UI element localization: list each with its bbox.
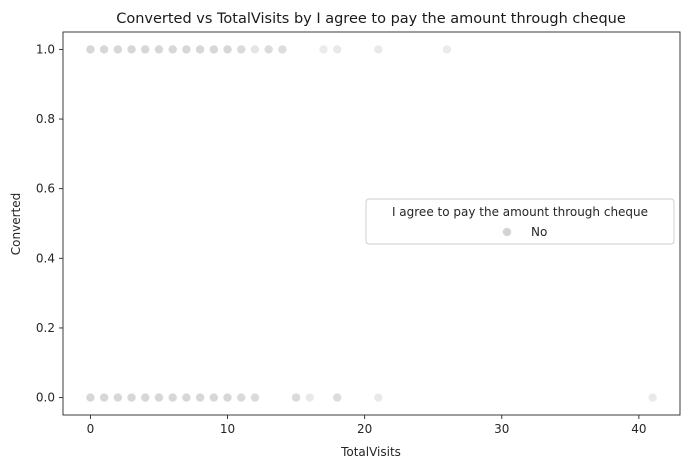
data-point (85, 44, 96, 55)
x-tick-label: 10 (220, 422, 235, 436)
data-point (99, 44, 109, 55)
data-point (181, 44, 192, 55)
data-point (113, 44, 123, 55)
data-point (209, 392, 219, 403)
y-tick-label: 0.4 (36, 251, 55, 265)
data-point (236, 392, 247, 403)
data-point (181, 392, 192, 403)
legend-box (365, 198, 675, 245)
data-point (442, 44, 452, 55)
data-point (140, 392, 151, 403)
data-point (154, 44, 164, 55)
data-point (332, 392, 343, 403)
data-point (263, 44, 274, 55)
legend: I agree to pay the amount through cheque… (365, 198, 675, 245)
data-point (222, 44, 233, 55)
data-point (154, 392, 164, 403)
y-axis: 0.0 0.2 0.4 0.6 0.8 1.0 (36, 42, 63, 405)
data-point (373, 44, 384, 55)
data-point (373, 392, 384, 403)
data-point (209, 44, 219, 55)
data-point (126, 392, 137, 403)
scatter-points (85, 44, 658, 403)
x-axis-label: TotalVisits (340, 445, 401, 459)
x-tick-label: 0 (87, 422, 95, 436)
data-point (126, 44, 137, 55)
data-point (195, 44, 205, 55)
data-point (291, 392, 301, 403)
data-point (236, 44, 247, 55)
data-point (140, 44, 151, 55)
legend-marker-no (502, 227, 512, 237)
y-tick-label: 0.2 (36, 321, 55, 335)
data-point (318, 44, 329, 55)
chart-title: Converted vs TotalVisits by I agree to p… (116, 11, 626, 27)
y-axis-label: Converted (9, 193, 23, 255)
y-tick-label: 0.6 (36, 182, 55, 196)
x-tick-label: 40 (631, 422, 646, 436)
data-point (99, 392, 109, 403)
y-tick-label: 0.8 (36, 112, 55, 126)
data-point (250, 44, 260, 55)
legend-label-no: No (531, 225, 547, 239)
data-point (647, 392, 658, 403)
data-point (113, 392, 123, 403)
data-point (167, 44, 178, 55)
y-tick-label: 1.0 (36, 42, 55, 56)
data-point (85, 392, 96, 403)
data-point (332, 44, 343, 55)
x-tick-label: 30 (494, 422, 509, 436)
x-axis: 0 10 20 30 40 (87, 415, 647, 436)
y-tick-label: 0.0 (36, 391, 55, 405)
data-point (222, 392, 233, 403)
legend-title: I agree to pay the amount through cheque (392, 205, 648, 219)
plot-frame (62, 31, 681, 416)
data-point (304, 392, 315, 403)
data-point (195, 392, 205, 403)
data-point (277, 44, 288, 55)
data-point (250, 392, 260, 403)
x-tick-label: 20 (357, 422, 372, 436)
data-point (167, 392, 178, 403)
